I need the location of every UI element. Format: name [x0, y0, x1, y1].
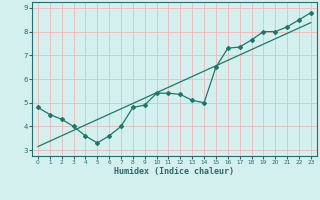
X-axis label: Humidex (Indice chaleur): Humidex (Indice chaleur) [115, 167, 234, 176]
